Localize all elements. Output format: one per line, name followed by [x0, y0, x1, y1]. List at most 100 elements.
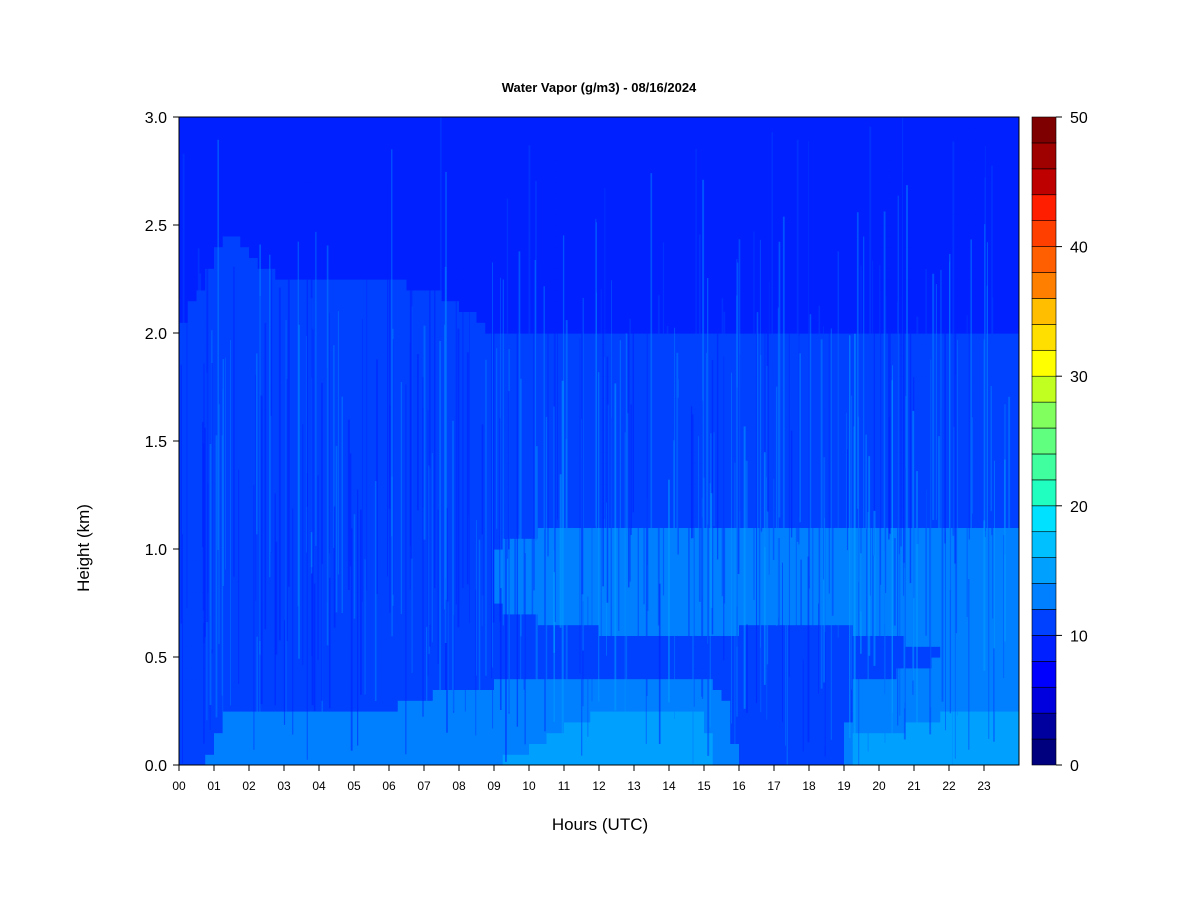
heatmap-cell	[537, 538, 548, 550]
heatmap-cell	[214, 711, 224, 723]
heatmap-cell	[485, 138, 495, 150]
heatmap-cell	[581, 581, 591, 593]
heatmap-cell	[879, 592, 889, 604]
heatmap-cell	[686, 214, 696, 226]
heatmap-cell	[459, 559, 469, 572]
heatmap-cell	[791, 192, 801, 204]
heatmap-cell	[310, 343, 320, 356]
heatmap-cell	[459, 732, 469, 744]
heatmap-cell	[415, 592, 425, 604]
heatmap-cell	[292, 322, 303, 334]
heatmap-cell	[240, 484, 250, 496]
heatmap-cell	[459, 117, 469, 118]
heatmap-cell	[564, 678, 574, 690]
heatmap-cell	[310, 559, 320, 572]
heatmap-cell	[249, 365, 259, 377]
heatmap-cell	[389, 711, 399, 723]
heatmap-cell	[774, 235, 784, 248]
heatmap-cell	[432, 160, 443, 172]
heatmap-cell	[590, 667, 600, 680]
heatmap-cell	[494, 397, 504, 410]
heatmap-cell	[266, 192, 276, 204]
heatmap-cell	[870, 300, 880, 312]
heatmap-cell	[739, 214, 749, 226]
heatmap-cell	[319, 397, 329, 410]
heatmap-cell	[310, 333, 320, 345]
heatmap-cell	[607, 527, 618, 539]
heatmap-cell	[835, 527, 845, 539]
heatmap-cell	[494, 538, 504, 550]
heatmap-cell	[327, 138, 338, 150]
heatmap-cell	[852, 160, 863, 172]
heatmap-cell	[625, 257, 635, 269]
heatmap-cell	[852, 721, 863, 734]
heatmap-cell	[879, 279, 889, 291]
heatmap-cell	[809, 171, 819, 183]
heatmap-cell	[459, 365, 469, 377]
heatmap-cell	[231, 257, 241, 269]
heatmap-cell	[467, 127, 478, 140]
heatmap-cell	[301, 711, 311, 723]
heatmap-cell	[231, 570, 241, 582]
heatmap-cell	[756, 711, 766, 723]
heatmap-cell	[511, 570, 521, 582]
heatmap-cell	[345, 646, 355, 658]
heatmap-cell	[310, 289, 320, 302]
heatmap-cell	[625, 138, 635, 150]
heatmap-cell	[222, 462, 233, 474]
heatmap-cell	[529, 149, 539, 161]
heatmap-cell	[704, 516, 714, 528]
heatmap-cell	[380, 117, 390, 118]
heatmap-cell	[800, 549, 810, 561]
heatmap-cell	[240, 268, 250, 280]
heatmap-cell	[686, 192, 696, 204]
heatmap-cell	[590, 397, 600, 410]
heatmap-cell	[686, 678, 696, 690]
heatmap-cell	[879, 441, 889, 453]
heatmap-cell	[450, 149, 460, 161]
heatmap-cell	[879, 127, 889, 140]
heatmap-cell	[564, 559, 574, 572]
heatmap-cell	[310, 268, 320, 280]
heatmap-cell	[231, 667, 241, 680]
heatmap-cell	[555, 333, 565, 345]
heatmap-cell	[730, 171, 740, 183]
heatmap-cell	[861, 311, 871, 323]
heatmap-cell	[380, 516, 390, 528]
heatmap-cell	[336, 343, 346, 356]
heatmap-cell	[844, 181, 854, 194]
heatmap-cell	[275, 203, 285, 215]
heatmap-cell	[572, 581, 583, 593]
heatmap-cell	[327, 484, 338, 496]
heatmap-cell	[222, 333, 233, 345]
heatmap-cell	[782, 408, 793, 420]
heatmap-cell	[642, 711, 653, 723]
heatmap-cell	[660, 495, 670, 507]
heatmap-cell	[809, 333, 819, 345]
heatmap-cell	[249, 473, 259, 485]
heatmap-cell	[476, 333, 486, 345]
heatmap-cell	[712, 711, 723, 723]
heatmap-cell	[196, 570, 206, 582]
heatmap-cell	[782, 538, 793, 550]
heatmap-cell	[765, 408, 775, 420]
heatmap-cell	[625, 246, 635, 258]
heatmap-cell	[327, 451, 338, 464]
heatmap-cell	[887, 214, 898, 226]
heatmap-cell	[677, 700, 688, 712]
heatmap-cell	[231, 624, 241, 636]
heatmap-cell	[765, 689, 775, 701]
heatmap-cell	[336, 181, 346, 194]
heatmap-cell	[607, 138, 618, 150]
heatmap-cell	[721, 333, 731, 345]
heatmap-cell	[616, 138, 626, 150]
heatmap-cell	[800, 117, 810, 118]
heatmap-cell	[686, 365, 696, 377]
heatmap-cell	[634, 203, 644, 215]
heatmap-cell	[301, 754, 311, 765]
heatmap-cell	[371, 138, 381, 150]
heatmap-cell	[669, 268, 679, 280]
heatmap-cell	[756, 300, 766, 312]
heatmap-cell	[476, 214, 486, 226]
heatmap-cell	[301, 570, 311, 582]
